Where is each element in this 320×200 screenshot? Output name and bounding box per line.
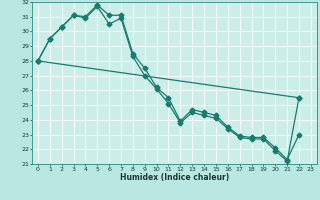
X-axis label: Humidex (Indice chaleur): Humidex (Indice chaleur) — [120, 173, 229, 182]
